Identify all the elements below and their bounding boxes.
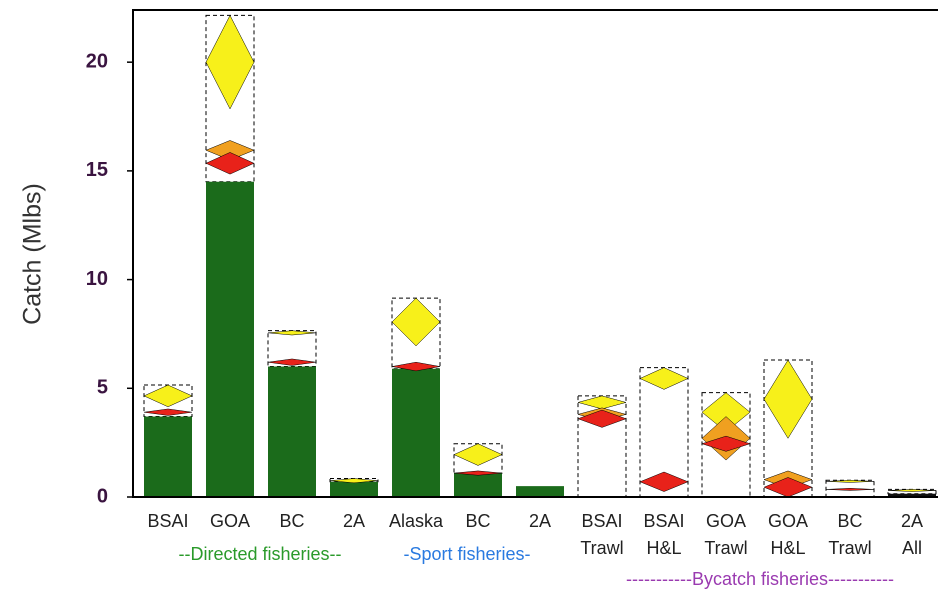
diamond [887,489,937,492]
x-tick-label: All [902,538,922,558]
group-label: -Sport fisheries- [403,544,530,564]
x-tick-label: 2A [901,511,923,531]
diamond [763,359,813,439]
x-tick-label: 2A [343,511,365,531]
diamond [639,471,689,492]
x-tick-label: Alaska [389,511,444,531]
y-axis-label: Catch (Mlbs) [19,183,47,325]
bar [454,473,502,497]
diamond [763,477,813,498]
y-tick-label: 15 [86,159,108,181]
x-tick-label: H&L [646,538,681,558]
x-tick-label: Trawl [580,538,623,558]
diamond [143,408,193,416]
x-tick-label: GOA [706,511,746,531]
x-tick-label: BC [279,511,304,531]
x-tick-label: BSAI [147,511,188,531]
bar [888,493,936,497]
diamond [639,367,689,390]
diamond [825,480,875,483]
x-tick-label: Trawl [828,538,871,558]
diamond [825,488,875,491]
bar [206,181,254,498]
diamond [453,443,503,466]
axis-frame [132,9,938,498]
diamond [267,330,317,336]
x-tick-label: GOA [768,511,808,531]
bar [392,368,440,497]
diamond [391,361,441,372]
x-tick-label: BSAI [581,511,622,531]
diamond [205,152,255,175]
bar [144,416,192,497]
x-tick-label: BSAI [643,511,684,531]
x-tick-label: GOA [210,511,250,531]
diamond [329,478,379,484]
x-tick-label: H&L [770,538,805,558]
diamond [205,14,255,110]
x-tick-label: Trawl [704,538,747,558]
y-tick-label: 0 [97,485,108,507]
diamond [453,470,503,476]
x-tick-label: BC [837,511,862,531]
group-label: -----------Bycatch fisheries----------- [626,569,894,589]
y-tick-label: 5 [97,377,108,399]
diamond [143,384,193,408]
diamond [577,409,627,428]
bar [268,366,316,497]
x-tick-label: BC [465,511,490,531]
diamond [577,395,627,410]
diamond [701,435,751,452]
x-tick-label: 2A [529,511,551,531]
diamond [267,358,317,366]
bar [330,481,378,497]
bar [516,486,564,497]
y-tick-label: 10 [86,268,108,290]
y-tick-label: 20 [86,50,108,72]
group-label: --Directed fisheries-- [178,544,341,564]
diamond [391,297,441,347]
